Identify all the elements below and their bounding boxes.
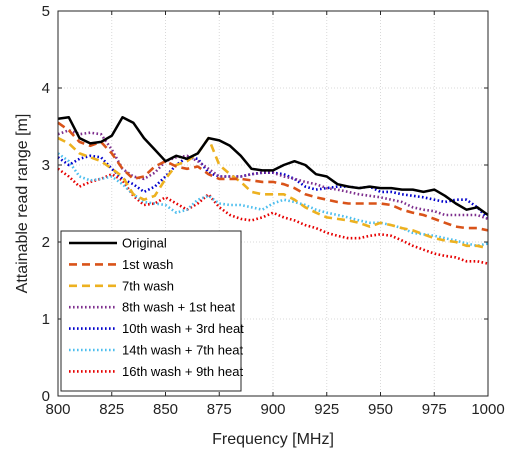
x-tick-label: 825 [99, 401, 124, 418]
legend-label-1st-wash: 1st wash [122, 257, 173, 272]
series-line-8th-wash-1st-heat [57, 129, 489, 221]
x-tick-label: 925 [314, 401, 339, 418]
series-line-1st-wash [57, 121, 489, 232]
y-tick-label: 2 [42, 234, 50, 251]
x-tick-label: 900 [260, 401, 285, 418]
legend-label-original: Original [122, 236, 167, 251]
series-line-7th-wash [57, 136, 489, 250]
y-tick-label: 3 [42, 157, 50, 174]
legend-label-10th-wash-3rd-heat: 10th wash + 3rd heat [122, 321, 244, 336]
x-tick-label: 975 [422, 401, 447, 418]
legend-label-16th-wash-9th-heat: 16th wash + 9th heat [122, 364, 243, 379]
x-tick-label: 850 [153, 401, 178, 418]
y-axis-title: Attainable read range [m] [14, 114, 31, 294]
legend-box [60, 230, 242, 392]
x-tick-label: 800 [45, 401, 70, 418]
axis-ticks: 800 825 850 875 900 925 950 975 1000 0 1 2 3 4 5 [42, 3, 505, 418]
series-layer [57, 116, 489, 265]
x-tick-label: 875 [207, 401, 232, 418]
legend-label-7th-wash: 7th wash [122, 278, 174, 293]
legend-label-8th-wash-1st-heat: 8th wash + 1st heat [122, 300, 235, 315]
y-tick-label: 1 [42, 311, 50, 328]
y-tick-label: 0 [42, 388, 50, 405]
x-axis-title: Frequency [MHz] [212, 431, 334, 448]
legend: Original 1st wash 7th wash 8th wash + 1st h… [60, 230, 244, 392]
y-tick-label: 5 [42, 3, 50, 20]
series-line-14th-wash-7th-heat [57, 152, 489, 248]
legend-label-14th-wash-7th-heat: 14th wash + 7th heat [122, 343, 243, 358]
x-tick-label: 1000 [471, 401, 504, 418]
series-line-original [57, 116, 489, 217]
series-line-16th-wash-9th-heat [57, 167, 489, 265]
y-tick-label: 4 [42, 80, 50, 97]
x-tick-label: 950 [368, 401, 393, 418]
